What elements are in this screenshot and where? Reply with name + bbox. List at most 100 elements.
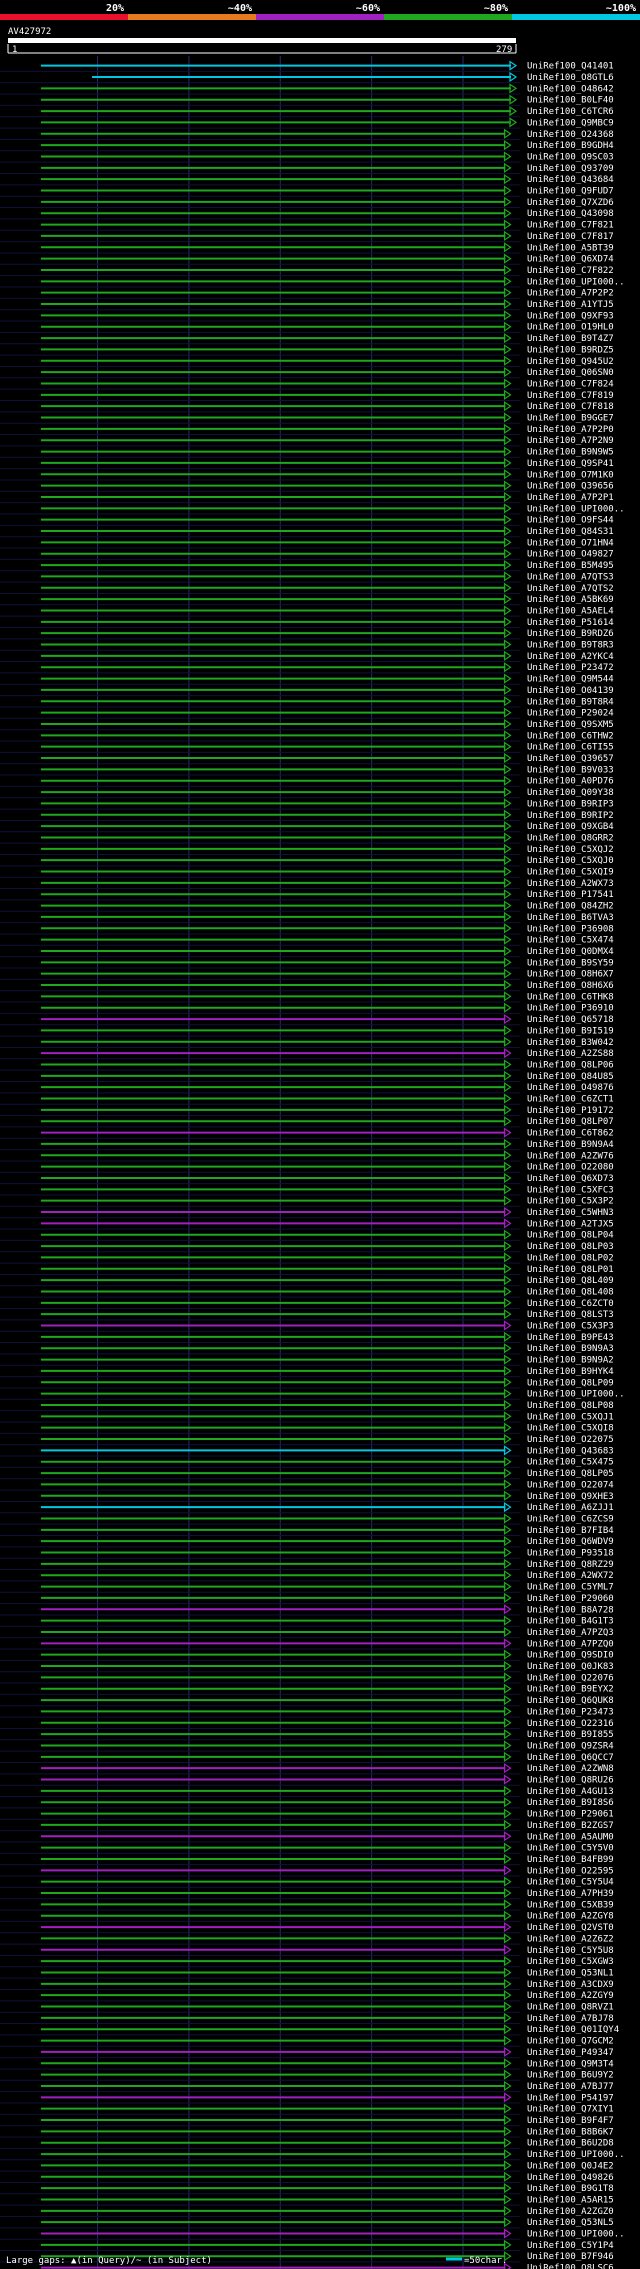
hit-row[interactable]: UniRef100_P36910	[0, 1002, 614, 1014]
hit-row[interactable]: UniRef100_O8H6X6	[0, 979, 614, 992]
hit-label[interactable]: UniRef100_P29060	[527, 1594, 614, 1604]
hit-label[interactable]: UniRef100_Q9MBC9	[527, 118, 614, 128]
hit-label[interactable]: UniRef100_O8H6X7	[527, 970, 614, 980]
hit-label[interactable]: UniRef100_A4GU13	[527, 1787, 614, 1797]
hit-row[interactable]: UniRef100_A7QTS3	[0, 571, 614, 583]
hit-label[interactable]: UniRef100_B9T4Z7	[527, 334, 614, 344]
hit-row[interactable]: UniRef100_Q43684	[0, 174, 614, 186]
hit-label[interactable]: UniRef100_B9V033	[527, 765, 614, 775]
hit-label[interactable]: UniRef100_A0PD76	[527, 777, 614, 787]
hit-row[interactable]: UniRef100_C5XGW3	[0, 1956, 614, 1968]
hit-label[interactable]: UniRef100_B9I519	[527, 1026, 614, 1036]
hit-row[interactable]: UniRef100_C5X3P3	[0, 1320, 614, 1332]
hit-label[interactable]: UniRef100_Q84ZH2	[527, 902, 614, 912]
hit-row[interactable]: UniRef100_Q53NL1	[0, 1967, 614, 1979]
hit-label[interactable]: UniRef100_C6THK8	[527, 992, 614, 1002]
hit-label[interactable]: UniRef100_O8H6X6	[527, 981, 614, 991]
hit-label[interactable]: UniRef100_Q8LP03	[527, 1242, 614, 1252]
hit-label[interactable]: UniRef100_P36908	[527, 924, 614, 934]
hit-row[interactable]: UniRef100_A2ZS88	[0, 1048, 614, 1060]
hit-row[interactable]: UniRef100_A7BJ78	[0, 2012, 614, 2025]
hit-label[interactable]: UniRef100_Q9SDI0	[527, 1651, 614, 1661]
hit-label[interactable]: UniRef100_O48642	[527, 84, 614, 94]
hit-row[interactable]: UniRef100_Q6WDV9	[0, 1536, 614, 1548]
hit-row[interactable]: UniRef100_B4FB99	[0, 1853, 614, 1866]
hit-row[interactable]: UniRef100_C5Y1P4	[0, 2239, 614, 2252]
hit-label[interactable]: UniRef100_O49876	[527, 1083, 614, 1093]
hit-label[interactable]: UniRef100_Q0DMX4	[527, 947, 614, 957]
hit-row[interactable]: UniRef100_C6TI55	[0, 741, 614, 753]
hit-row[interactable]: UniRef100_B9RIP2	[0, 809, 614, 821]
hit-label[interactable]: UniRef100_Q9SC03	[527, 152, 614, 162]
hit-label[interactable]: UniRef100_A5BT39	[527, 243, 614, 253]
hit-label[interactable]: UniRef100_C5X3P2	[527, 1197, 614, 1207]
hit-row[interactable]: UniRef100_A6ZJJ1	[0, 1502, 614, 1514]
hit-label[interactable]: UniRef100_C5Y5U8	[527, 1946, 614, 1956]
hit-label[interactable]: UniRef100_P17541	[527, 890, 614, 900]
hit-row[interactable]: UniRef100_B3W042	[0, 1036, 614, 1048]
hit-label[interactable]: UniRef100_C5X474	[527, 936, 614, 946]
hit-label[interactable]: UniRef100_Q6XD73	[527, 1174, 614, 1184]
hit-label[interactable]: UniRef100_C6ZCS9	[527, 1514, 614, 1524]
hit-row[interactable]: UniRef100_C6THW2	[0, 730, 614, 742]
hit-row[interactable]: UniRef100_P19172	[0, 1104, 614, 1117]
hit-row[interactable]: UniRef100_UPI000..	[0, 276, 625, 288]
hit-row[interactable]: UniRef100_B9N9A2	[0, 1354, 614, 1366]
hit-row[interactable]: UniRef100_C5Y5V0	[0, 1842, 614, 1854]
hit-row[interactable]: UniRef100_Q9MBC9	[0, 117, 614, 129]
hit-row[interactable]: UniRef100_C5XQI8	[0, 1422, 614, 1434]
hit-label[interactable]: UniRef100_Q2VST0	[527, 1923, 614, 1933]
hit-row[interactable]: UniRef100_Q6QCC7	[0, 1751, 614, 1763]
hit-label[interactable]: UniRef100_B9RIP2	[527, 811, 614, 821]
hit-label[interactable]: UniRef100_Q84S31	[527, 527, 614, 537]
hit-row[interactable]: UniRef100_B5M495	[0, 559, 614, 572]
hit-row[interactable]: UniRef100_B9RDZ5	[0, 344, 614, 356]
hit-label[interactable]: UniRef100_A7PZQ3	[527, 1628, 614, 1638]
hit-label[interactable]: UniRef100_A5AUM0	[527, 1832, 614, 1842]
hit-label[interactable]: UniRef100_UPI000..	[527, 277, 625, 287]
hit-row[interactable]: UniRef100_P49347	[0, 2046, 614, 2059]
hit-label[interactable]: UniRef100_O19HL0	[527, 323, 614, 333]
hit-row[interactable]: UniRef100_B6TVA3	[0, 911, 614, 924]
hit-row[interactable]: UniRef100_A2ZW76	[0, 1150, 614, 1162]
hit-row[interactable]: UniRef100_O7M1K0	[0, 469, 614, 481]
hit-label[interactable]: UniRef100_O71HN4	[527, 538, 614, 548]
hit-row[interactable]: UniRef100_O24368	[0, 128, 614, 140]
hit-row[interactable]: UniRef100_Q8LST3	[0, 1309, 614, 1321]
hit-row[interactable]: UniRef100_Q9M3T4	[0, 2058, 614, 2070]
hit-row[interactable]: UniRef100_Q9XF93	[0, 310, 614, 322]
hit-row[interactable]: UniRef100_A7PZQ0	[0, 1638, 614, 1650]
hit-label[interactable]: UniRef100_A7P2P0	[527, 425, 614, 435]
hit-label[interactable]: UniRef100_B9I855	[527, 1730, 614, 1740]
hit-row[interactable]: UniRef100_Q8LP06	[0, 1059, 614, 1071]
hit-label[interactable]: UniRef100_C5XQJ0	[527, 856, 614, 866]
hit-label[interactable]: UniRef100_B9RIP3	[527, 799, 614, 809]
hit-label[interactable]: UniRef100_C5YML7	[527, 1583, 614, 1593]
hit-label[interactable]: UniRef100_B5M495	[527, 561, 614, 571]
hit-label[interactable]: UniRef100_B9I8S6	[527, 1798, 614, 1808]
hit-label[interactable]: UniRef100_Q7GCM2	[527, 2037, 614, 2047]
hit-row[interactable]: UniRef100_Q8L408	[0, 1286, 614, 1298]
hit-row[interactable]: UniRef100_C7F824	[0, 378, 614, 390]
hit-label[interactable]: UniRef100_Q9SXM5	[527, 720, 614, 730]
hit-row[interactable]: UniRef100_C7F821	[0, 219, 614, 231]
hit-row[interactable]: UniRef100_Q9SC03	[0, 151, 614, 163]
hit-row[interactable]: UniRef100_B9RIP3	[0, 798, 614, 810]
hit-label[interactable]: UniRef100_C5X3P3	[527, 1322, 614, 1332]
hit-row[interactable]: UniRef100_O48642	[0, 83, 614, 95]
hit-row[interactable]: UniRef100_C7F822	[0, 264, 614, 277]
hit-label[interactable]: UniRef100_Q93709	[527, 164, 614, 174]
hit-row[interactable]: UniRef100_O22074	[0, 1479, 614, 1491]
hit-row[interactable]: UniRef100_Q39656	[0, 480, 614, 492]
hit-label[interactable]: UniRef100_Q6XD74	[527, 255, 614, 265]
hit-label[interactable]: UniRef100_C5Y5U4	[527, 1878, 614, 1888]
hit-row[interactable]: UniRef100_Q8RU26	[0, 1774, 614, 1786]
hit-label[interactable]: UniRef100_B9G1T8	[527, 2184, 614, 2194]
hit-label[interactable]: UniRef100_Q9M544	[527, 675, 614, 685]
hit-label[interactable]: UniRef100_B9N9W5	[527, 448, 614, 458]
hit-row[interactable]: UniRef100_Q22076	[0, 1672, 614, 1684]
hit-row[interactable]: UniRef100_Q8LP08	[0, 1399, 614, 1412]
hit-row[interactable]: UniRef100_C5Y5U4	[0, 1876, 614, 1888]
hit-label[interactable]: UniRef100_O49827	[527, 550, 614, 560]
hit-label[interactable]: UniRef100_B9N9A2	[527, 1356, 614, 1366]
